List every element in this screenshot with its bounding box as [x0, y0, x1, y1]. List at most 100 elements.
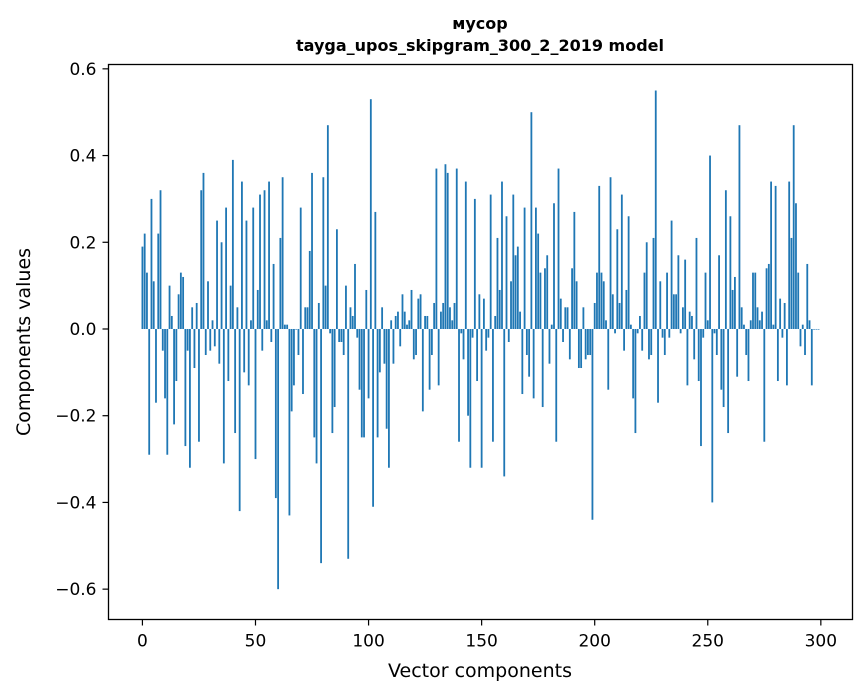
- bar-127: [428, 328, 431, 390]
- x-tick-label: 200: [578, 632, 610, 652]
- bar-165: [514, 255, 517, 329]
- bar-228: [657, 328, 659, 403]
- bar-146: [471, 328, 474, 338]
- y-tick-label: 0.2: [69, 233, 96, 253]
- bar-8: [159, 190, 162, 329]
- bar-51: [256, 289, 259, 329]
- bar-238: [679, 328, 682, 334]
- bar-18: [182, 276, 185, 329]
- bar-247: [700, 328, 702, 447]
- bar-263: [736, 328, 739, 377]
- chart-subtitle: tayga_upos_skipgram_300_2_2019 model: [296, 36, 664, 55]
- bar-251: [709, 155, 711, 329]
- bar-297: [813, 328, 815, 330]
- bar-234: [670, 220, 673, 329]
- bar-292: [801, 324, 804, 329]
- bar-74: [308, 250, 311, 329]
- x-tick-label: 50: [245, 632, 267, 652]
- bar-222: [643, 272, 646, 329]
- bar-285: [786, 328, 788, 386]
- bar-33: [216, 220, 218, 329]
- bar-200: [593, 302, 596, 329]
- bar-97: [360, 328, 363, 438]
- bar-25: [198, 328, 200, 442]
- bar-116: [403, 311, 406, 329]
- bar-153: [487, 328, 490, 338]
- bar-143: [464, 181, 467, 329]
- bar-92: [349, 307, 352, 329]
- bar-235: [672, 294, 675, 329]
- bar-270: [752, 272, 754, 329]
- bar-179: [546, 255, 549, 329]
- y-axis-label: Components values: [13, 248, 35, 436]
- bar-265: [740, 307, 743, 329]
- bar-114: [399, 328, 402, 347]
- bar-257: [722, 328, 725, 408]
- bar-67: [293, 328, 295, 386]
- bar-195: [582, 307, 585, 329]
- bar-86: [336, 229, 338, 329]
- bar-141: [460, 328, 463, 334]
- bar-1: [143, 233, 146, 329]
- bar-287: [790, 237, 793, 329]
- bar-181: [550, 324, 553, 329]
- bar-102: [372, 328, 374, 507]
- bar-215: [627, 216, 630, 329]
- bar-231: [663, 328, 666, 356]
- x-axis-label: Vector components: [388, 660, 572, 682]
- bar-98: [363, 328, 365, 438]
- bar-177: [541, 328, 544, 408]
- bar-199: [591, 328, 594, 520]
- bar-87: [338, 328, 341, 342]
- bar-132: [440, 311, 442, 329]
- bar-268: [747, 328, 750, 382]
- bar-30: [209, 328, 212, 351]
- bar-118: [408, 320, 411, 329]
- bar-272: [756, 307, 759, 329]
- x-tick-label: 250: [692, 632, 724, 652]
- bar-156: [494, 315, 497, 329]
- bar-267: [745, 328, 748, 356]
- bar-17: [179, 272, 182, 329]
- bar-58: [272, 263, 275, 329]
- bar-22: [191, 307, 194, 329]
- bar-72: [304, 307, 307, 329]
- bar-185: [559, 298, 562, 329]
- bar-217: [632, 328, 635, 399]
- bar-37: [225, 207, 227, 329]
- bar-103: [374, 211, 377, 329]
- bar-214: [625, 289, 628, 329]
- bar-90: [345, 285, 347, 329]
- bar-64: [286, 324, 289, 329]
- bar-161: [505, 216, 508, 329]
- bar-184: [557, 168, 560, 329]
- bar-197: [587, 328, 589, 356]
- bar-191: [573, 211, 576, 329]
- bar-224: [648, 328, 650, 360]
- bar-252: [711, 328, 714, 503]
- bar-275: [763, 328, 766, 442]
- x-tick-label: 100: [352, 632, 384, 652]
- bar-75: [311, 172, 313, 329]
- bar-166: [516, 246, 519, 329]
- bar-258: [724, 190, 727, 329]
- bar-85: [333, 328, 336, 408]
- bar-159: [501, 181, 503, 329]
- bar-180: [548, 328, 551, 364]
- bar-31: [211, 320, 214, 329]
- bar-93: [351, 315, 354, 329]
- bar-6: [155, 328, 157, 403]
- bar-65: [288, 328, 291, 516]
- bar-276: [765, 268, 768, 329]
- bar-174: [535, 207, 537, 329]
- bar-148: [476, 328, 479, 382]
- bar-227: [654, 90, 657, 330]
- bar-278: [770, 181, 772, 329]
- bar-150: [480, 328, 483, 468]
- bar-4: [150, 198, 153, 329]
- bar-117: [406, 324, 408, 329]
- bar-279: [772, 324, 775, 329]
- bar-61: [279, 237, 282, 329]
- bar-244: [693, 328, 696, 360]
- y-tick-label: 0.0: [69, 320, 96, 340]
